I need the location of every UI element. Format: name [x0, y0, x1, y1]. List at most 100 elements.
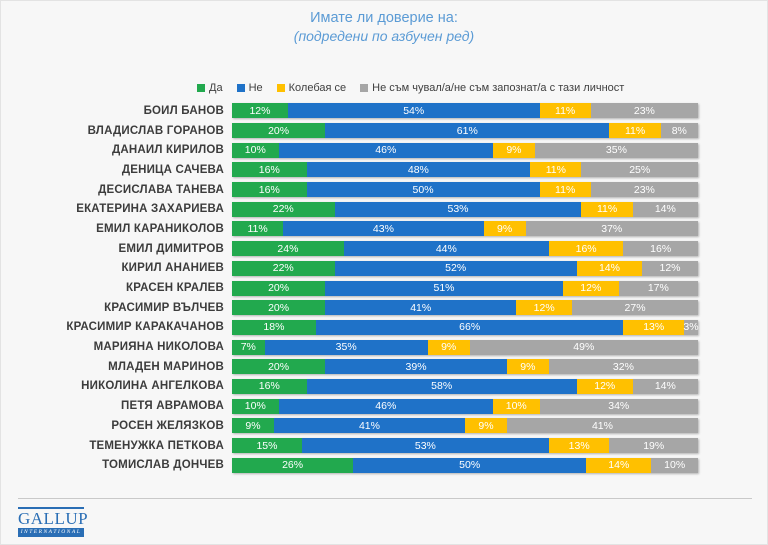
legend-swatch-icon: [236, 84, 245, 92]
legend-item: Колебая се: [276, 82, 347, 94]
bar-segment: 24%: [232, 241, 344, 257]
stacked-bar: 20% 41% 12% 27%: [232, 300, 698, 316]
bar-segment: 12%: [576, 378, 633, 394]
bar-segment: 20%: [232, 123, 326, 139]
bar-segment: 50%: [306, 182, 540, 198]
bar-segment: 11%: [539, 103, 591, 119]
bar-segment: 11%: [539, 182, 591, 198]
chart-row: ДЕНИЦА САЧЕВА 16% 48% 11% 25%: [1, 160, 767, 180]
legend-label: Да: [209, 82, 223, 94]
bar-segment: 9%: [232, 418, 274, 434]
bar-segment: 41%: [506, 418, 698, 434]
bar-segment: 16%: [623, 241, 698, 257]
chart-subtitle: (подредени по азбучен ред): [293, 28, 475, 44]
chart-row: КИРИЛ АНАНИЕВ 22% 52% 14% 12%: [1, 259, 767, 279]
stacked-bar: 16% 48% 11% 25%: [232, 162, 698, 178]
bar-segment: 22%: [232, 260, 335, 276]
chart-row: ТОМИСЛАВ ДОНЧЕВ 26% 50% 14% 10%: [1, 455, 767, 475]
category-label: ТЕМЕНУЖКА ПЕТКОВА: [89, 439, 224, 452]
bar-segment: 52%: [334, 260, 577, 276]
legend-item: Не съм чувал/а/не съм запознат/а с тази …: [360, 82, 624, 94]
category-label: ДЕНИЦА САЧЕВА: [121, 163, 224, 176]
bar-segment: 26%: [232, 457, 354, 473]
category-label: ЕКАТЕРИНА ЗАХАРИЕВА: [76, 203, 224, 216]
bar-segment: 17%: [618, 280, 698, 296]
stacked-bar: 24% 44% 16% 16%: [232, 241, 698, 257]
category-label: ЕМИЛ КАРАНИКОЛОВ: [96, 222, 224, 235]
bar-segment: 19%: [609, 438, 698, 454]
legend-swatch-icon: [276, 84, 285, 92]
bar-segment: 22%: [232, 201, 335, 217]
bar-segment: 8%: [660, 123, 698, 139]
chart-row: ЕКАТЕРИНА ЗАХАРИЕВА 22% 53% 11% 14%: [1, 199, 767, 219]
bar-segment: 41%: [325, 300, 517, 316]
bar-segment: 11%: [609, 123, 661, 139]
bar-segment: 66%: [315, 319, 624, 335]
legend-label: Колебая се: [288, 82, 347, 94]
bar-segment: 53%: [301, 438, 549, 454]
chart-rows: БОИЛ БАНОВ 12% 54% 11% 23% ВЛАДИСЛАВ ГОРАНОВ 2…: [1, 101, 767, 475]
stacked-bar: 22% 53% 11% 14%: [232, 201, 698, 217]
bar-segment: 11%: [530, 162, 582, 178]
bar-segment: 20%: [232, 280, 326, 296]
chart-row: НИКОЛИНА АНГЕЛКОВА 16% 58% 12% 14%: [1, 377, 767, 397]
bar-segment: 14%: [586, 457, 652, 473]
stacked-bar: 20% 51% 12% 17%: [232, 280, 698, 296]
category-label: КРАСИМИР ВЪЛЧЕВ: [104, 301, 224, 314]
stacked-bar: 16% 50% 11% 23%: [232, 182, 698, 198]
stacked-bar: 20% 61% 11% 8%: [232, 123, 698, 139]
stacked-bar: 10% 46% 9% 35%: [232, 142, 698, 158]
bar-segment: 10%: [232, 398, 279, 414]
chart-row: ЕМИЛ КАРАНИКОЛОВ 11% 43% 9% 37%: [1, 219, 767, 239]
bar-segment: 23%: [590, 182, 698, 198]
bar-segment: 50%: [353, 457, 587, 473]
bar-segment: 16%: [232, 378, 307, 394]
chart-title-block: Имате ли доверие на: (подредени по азбуч…: [1, 9, 767, 45]
chart-row: РОСЕН ЖЕЛЯЗКОВ 9% 41% 9% 41%: [1, 416, 767, 436]
bar-segment: 13%: [548, 438, 610, 454]
chart-row: МЛАДЕН МАРИНОВ 20% 39% 9% 32%: [1, 357, 767, 377]
bar-segment: 44%: [343, 241, 549, 257]
bar-segment: 46%: [278, 142, 493, 158]
bar-segment: 13%: [623, 319, 684, 335]
stacked-bar: 11% 43% 9% 37%: [232, 221, 698, 237]
footer-divider: [18, 498, 752, 499]
bar-segment: 43%: [283, 221, 484, 237]
bar-segment: 35%: [264, 339, 428, 355]
chart-row: ВЛАДИСЛАВ ГОРАНОВ 20% 61% 11% 8%: [1, 121, 767, 141]
stacked-bar: 18% 66% 13% 3%: [232, 319, 699, 335]
category-label: НИКОЛИНА АНГЕЛКОВА: [81, 380, 224, 393]
bar-segment: 9%: [492, 142, 535, 158]
bar-segment: 58%: [306, 378, 577, 394]
bar-segment: 20%: [232, 300, 326, 316]
bar-segment: 37%: [525, 221, 698, 237]
bar-segment: 9%: [483, 221, 526, 237]
chart-row: ДАНАИЛ КИРИЛОВ 10% 46% 9% 35%: [1, 140, 767, 160]
bar-segment: 16%: [548, 241, 624, 257]
bar-segment: 39%: [325, 359, 507, 375]
stacked-bar: 15% 53% 13% 19%: [232, 438, 698, 454]
bar-segment: 16%: [232, 162, 307, 178]
bar-segment: 32%: [548, 359, 698, 375]
gallup-logo-text: GALLUP: [18, 507, 89, 528]
bar-segment: 15%: [232, 438, 302, 454]
legend-label: Не: [248, 82, 263, 94]
bar-segment: 49%: [469, 339, 698, 355]
legend-label: Не съм чувал/а/не съм запознат/а с тази …: [372, 82, 625, 94]
bar-segment: 7%: [232, 339, 265, 355]
stacked-bar: 26% 50% 14% 10%: [232, 457, 698, 473]
category-label: ПЕТЯ АВРАМОВА: [120, 400, 224, 413]
gallup-logo-subtext: INTERNATIONAL: [18, 528, 84, 537]
legend-item: Не: [236, 82, 263, 94]
chart-row: ТЕМЕНУЖКА ПЕТКОВА 15% 53% 13% 19%: [1, 436, 767, 456]
legend-swatch-icon: [197, 84, 205, 92]
bar-segment: 48%: [306, 162, 531, 178]
category-label: ЕМИЛ ДИМИТРОВ: [118, 242, 224, 255]
category-label: КИРИЛ АНАНИЕВ: [121, 262, 224, 275]
category-label: МАРИЯНА НИКОЛОВА: [93, 341, 224, 354]
bar-segment: 14%: [632, 378, 698, 394]
category-label: БОИЛ БАНОВ: [143, 104, 224, 117]
bar-segment: 10%: [651, 457, 698, 473]
bar-segment: 11%: [232, 221, 284, 237]
